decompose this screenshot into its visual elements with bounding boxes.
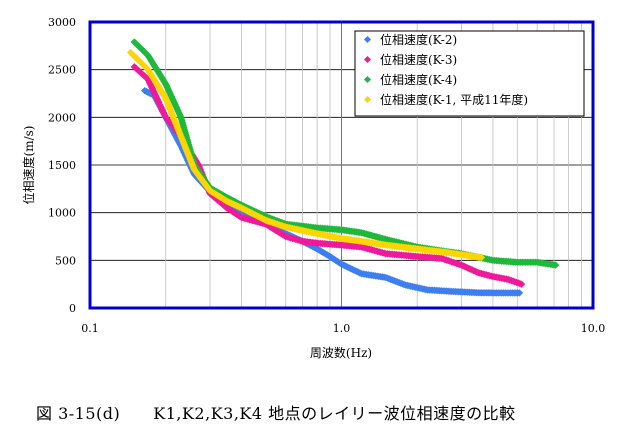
y-tick-label: 0 (69, 302, 76, 315)
y-axis-ticks: 0 500 1000 1500 2000 2500 3000 (48, 16, 76, 315)
legend-box (354, 30, 585, 117)
series-3 (126, 48, 486, 262)
legend-entry-k3: 位相速度(K-3) (363, 52, 457, 67)
data-point (551, 261, 560, 269)
x-axis-title: 周波数(Hz) (310, 345, 372, 360)
legend-label-k1: 位相速度(K-1, 平成11年度) (380, 92, 528, 107)
plot-frame (88, 20, 595, 310)
legend-marker-k4 (363, 75, 372, 84)
legend-marker-k2 (363, 35, 372, 44)
legend-marker-k1 (363, 95, 372, 104)
y-tick-label: 2000 (48, 111, 76, 124)
x-tick-label: 1.0 (333, 322, 351, 335)
legend-label-k4: 位相速度(K-4) (380, 72, 457, 87)
x-axis-ticks: 0.1 1.0 10.0 (81, 322, 605, 335)
y-tick-label: 3000 (48, 16, 76, 29)
y-axis-title: 位相速度(m/s) (21, 126, 36, 205)
y-tick-label: 500 (55, 254, 76, 267)
x-tick-label: 0.1 (81, 322, 99, 335)
legend: 位相速度(K-2) 位相速度(K-3) 位相速度(K-4) 位相速度(K-1, … (354, 30, 585, 117)
legend-entry-k1: 位相速度(K-1, 平成11年度) (363, 92, 528, 107)
legend-marker-k3 (363, 55, 372, 64)
data-point (517, 280, 526, 288)
x-tick-label: 10.0 (581, 322, 606, 335)
data-point (515, 289, 524, 297)
legend-entry-k4: 位相速度(K-4) (363, 72, 457, 87)
data-series (126, 38, 560, 297)
y-tick-label: 1500 (48, 159, 76, 172)
legend-label-k2: 位相速度(K-2) (380, 32, 457, 47)
y-tick-label: 2500 (48, 64, 76, 77)
y-tick-label: 1000 (48, 207, 76, 220)
legend-entry-k2: 位相速度(K-2) (363, 32, 457, 47)
figure-caption: 図 3-15(d) K1,K2,K3,K4 地点のレイリー波位相速度の比較 (36, 404, 516, 423)
legend-label-k3: 位相速度(K-3) (380, 52, 457, 67)
